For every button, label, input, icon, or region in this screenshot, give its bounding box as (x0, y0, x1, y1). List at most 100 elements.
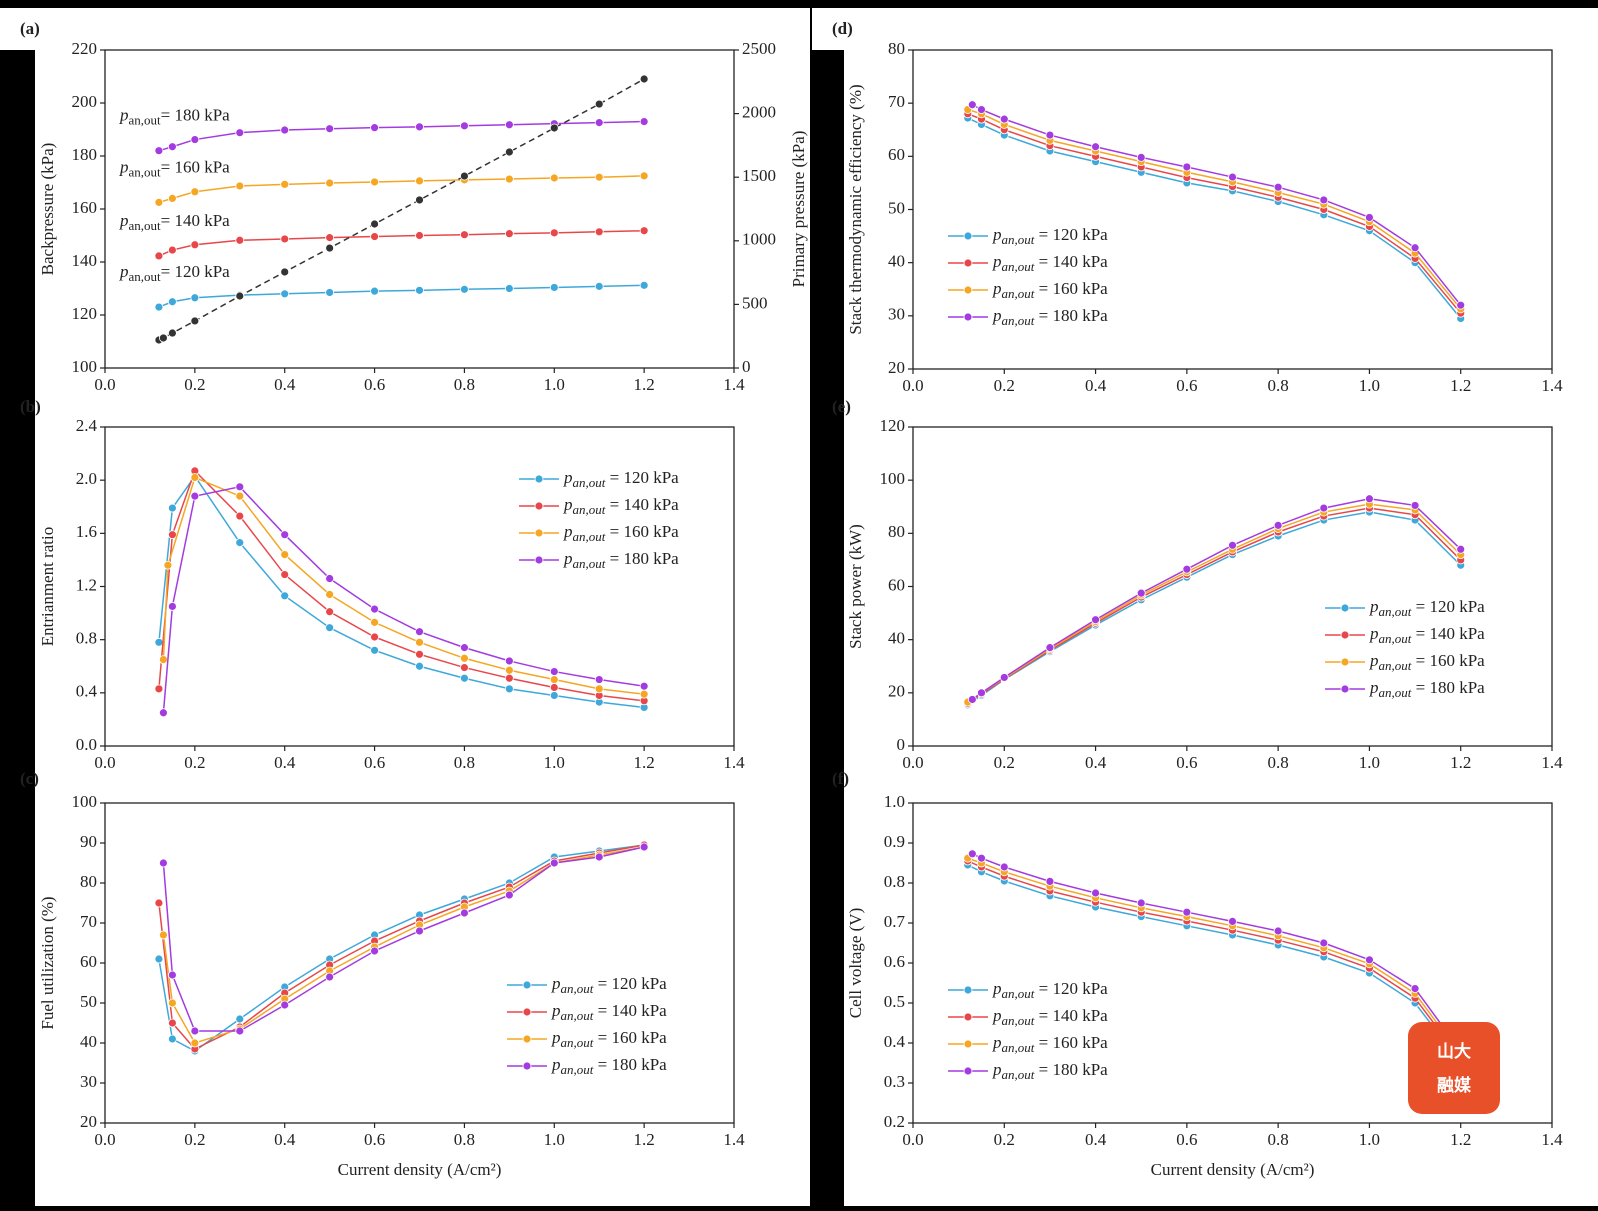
point (167, 245, 177, 255)
point (415, 926, 424, 936)
point (370, 219, 379, 229)
point (154, 637, 164, 647)
point (280, 179, 290, 189)
y-tick-label: 0.7 (884, 912, 906, 931)
point (370, 632, 379, 642)
y-tick-label: 70 (80, 912, 97, 931)
y-tick-label: 40 (80, 1032, 97, 1051)
point (280, 550, 290, 559)
legend-marker (534, 501, 544, 511)
panel-label: (f) (832, 769, 849, 788)
watermark-bg (1408, 1022, 1500, 1114)
y-axis-label: Stack thermodynamic efficiency (%) (846, 84, 865, 334)
y-tick-label: 0.2 (884, 1112, 905, 1131)
y-tick-label: 0.9 (884, 832, 905, 851)
legend-label: pan,out = 120 kPa (551, 974, 667, 996)
point (1136, 588, 1146, 598)
right-column-bg (812, 8, 1598, 1206)
y-tick-label: 40 (888, 629, 905, 648)
legend-label: pan,out = 160 kPa (1369, 651, 1485, 673)
point (460, 121, 469, 131)
legend-label: pan,out = 160 kPa (563, 522, 679, 544)
y-tick-label: 90 (80, 832, 97, 851)
x-tick-label: 1.2 (634, 375, 655, 394)
x-tick-label: 1.4 (723, 753, 745, 772)
point (235, 128, 245, 138)
point (370, 617, 379, 627)
point (549, 667, 559, 676)
y-tick-label: 140 (72, 251, 98, 270)
y-tick-label: 80 (888, 39, 905, 58)
point (370, 232, 379, 241)
legend-marker (522, 1034, 532, 1044)
y-axis-label: Backpressure (kPa) (38, 143, 57, 276)
x-tick-label: 0.8 (454, 375, 475, 394)
point (325, 233, 335, 243)
legend-label: pan,out = 120 kPa (563, 468, 679, 490)
y-tick-label: 1.2 (76, 575, 97, 594)
y-tick-label: 100 (72, 792, 98, 811)
point (325, 972, 335, 982)
point (167, 998, 177, 1008)
x-tick-label: 1.2 (1450, 376, 1471, 395)
point (1091, 615, 1100, 625)
legend-label: pan,out = 160 kPa (992, 1033, 1108, 1055)
legend-label: pan,out = 180 kPa (551, 1055, 667, 1077)
legend-label: pan,out = 140 kPa (1369, 624, 1485, 646)
legend-marker (1340, 630, 1350, 640)
point (639, 689, 649, 699)
point (154, 251, 164, 261)
x-tick-label: 0.6 (364, 375, 385, 394)
point (977, 105, 986, 114)
x-tick-label: 0.4 (274, 375, 296, 394)
y-tick-label: 60 (888, 575, 905, 594)
point (639, 226, 649, 236)
x-tick-label: 1.4 (1541, 753, 1563, 772)
y-tick-label: 0.0 (76, 735, 97, 754)
point (370, 123, 379, 133)
point (460, 171, 469, 181)
point (415, 285, 424, 295)
y-tick-label: 1.0 (884, 792, 905, 811)
y2-tick-label: 2000 (742, 103, 776, 122)
y-axis-label: Stack power (kW) (846, 524, 865, 649)
point (159, 858, 168, 868)
point (1182, 907, 1192, 917)
y-tick-label: 80 (888, 522, 905, 541)
point (967, 695, 977, 704)
legend-marker (534, 474, 544, 484)
point (1456, 544, 1466, 554)
point (549, 173, 559, 183)
point (325, 178, 335, 188)
legend-label: pan,out = 160 kPa (551, 1028, 667, 1050)
y-tick-label: 40 (888, 252, 905, 271)
point (594, 281, 604, 291)
panel-label: (d) (832, 19, 853, 38)
legend-label: pan,out = 160 kPa (992, 279, 1108, 301)
point (999, 862, 1009, 872)
x-tick-label: 0.4 (1085, 1130, 1107, 1149)
point (370, 604, 379, 614)
point (167, 602, 177, 611)
point (1456, 300, 1466, 310)
point (154, 684, 164, 694)
x-axis-label: Current density (A/cm²) (1151, 1160, 1315, 1179)
point (1319, 195, 1329, 205)
y-tick-label: 0.4 (76, 682, 98, 701)
x-tick-label: 0.0 (902, 1130, 923, 1149)
legend-label: pan,out = 140 kPa (992, 252, 1108, 274)
legend-label: pan,out = 120 kPa (1369, 597, 1485, 619)
point (159, 655, 168, 665)
point (235, 235, 245, 245)
point (280, 289, 290, 299)
y-tick-label: 0.8 (76, 629, 97, 648)
point (235, 538, 245, 548)
x-tick-label: 0.4 (274, 753, 296, 772)
legend-marker (963, 1012, 973, 1022)
point (1091, 888, 1100, 898)
point (504, 656, 514, 666)
point (415, 195, 424, 205)
y-tick-label: 1.6 (76, 522, 97, 541)
y-axis-label: Fuel utilization (%) (38, 896, 57, 1029)
